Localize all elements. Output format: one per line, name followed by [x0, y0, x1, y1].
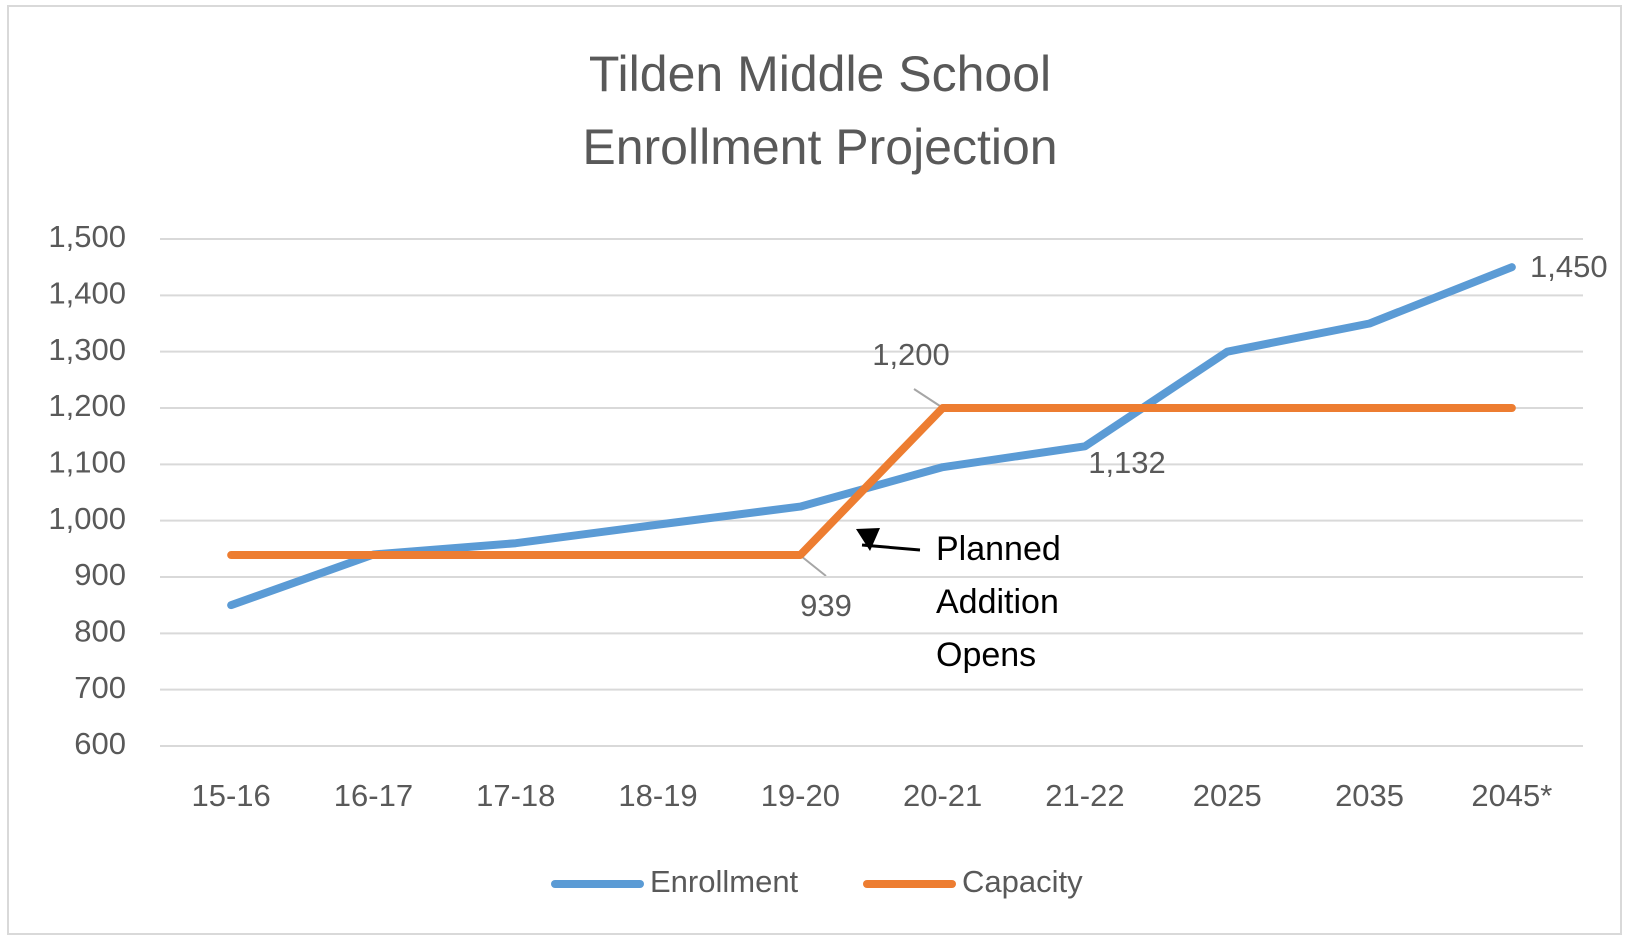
data-label: 1,132 [1088, 445, 1166, 480]
leader-line [800, 555, 827, 577]
x-tick-label: 15-16 [192, 778, 271, 813]
legend-label: Enrollment [650, 864, 799, 899]
x-tick-label: 21-22 [1045, 778, 1124, 813]
x-tick-label: 19-20 [761, 778, 840, 813]
annotation: Addition [936, 583, 1059, 621]
chart-title: Tilden Middle School [589, 46, 1051, 102]
annotation: Opens [936, 636, 1036, 674]
chart-frame [7, 5, 1622, 935]
x-tick-label: 20-21 [903, 778, 982, 813]
legend-label: Capacity [962, 864, 1083, 899]
series-line [227, 404, 1516, 560]
y-tick-label: 800 [74, 614, 126, 649]
y-tick-label: 1,300 [48, 332, 126, 367]
y-tick-label: 1,400 [48, 276, 126, 311]
x-tick-label: 18-19 [618, 778, 697, 813]
annotation-arrow-head [856, 528, 880, 551]
x-tick-label: 16-17 [334, 778, 413, 813]
x-tick-label: 17-18 [476, 778, 555, 813]
y-tick-label: 1,200 [48, 388, 126, 423]
y-tick-label: 1,100 [48, 445, 126, 480]
data-label: 1,200 [872, 337, 950, 372]
data-label: 939 [800, 588, 852, 623]
y-tick-label: 1,500 [48, 219, 126, 254]
leader-line [913, 388, 944, 409]
x-tick-label: 2035 [1335, 778, 1404, 813]
y-tick-label: 900 [74, 557, 126, 592]
x-tick-label: 2025 [1193, 778, 1262, 813]
x-tick-label: 2045* [1471, 778, 1552, 813]
y-tick-label: 700 [74, 670, 126, 705]
data-label: 1,450 [1530, 249, 1608, 284]
chart-title: Enrollment Projection [582, 119, 1057, 175]
y-tick-label: 1,000 [48, 501, 126, 536]
annotation: Planned [936, 530, 1061, 568]
y-tick-label: 600 [74, 726, 126, 761]
